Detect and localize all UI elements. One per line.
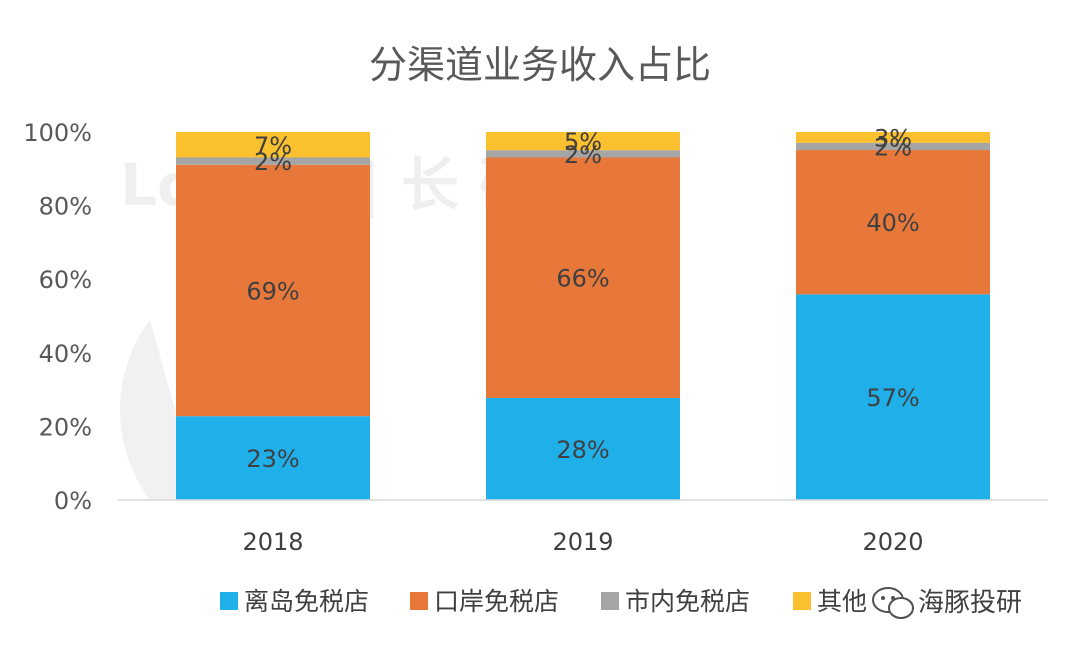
legend-label: 口岸免税店 <box>434 587 559 616</box>
bars: 23%69%2%7%28%66%2%5%57%40%2%3% <box>176 124 990 500</box>
y-axis: 0% 20% 40% 60% 80% 100% <box>23 119 92 515</box>
legend-swatch <box>793 592 811 610</box>
y-tick-label: 0% <box>54 487 92 515</box>
y-tick-label: 80% <box>39 193 92 221</box>
data-label: 3% <box>874 124 912 152</box>
data-label: 69% <box>246 277 299 305</box>
data-label: 66% <box>556 265 609 293</box>
data-label: 2% <box>874 133 912 161</box>
data-label: 7% <box>254 132 292 160</box>
data-label: 28% <box>556 436 609 464</box>
brand-name: 海豚投研 <box>918 588 1022 618</box>
wechat-icon <box>872 587 914 619</box>
bar-segment <box>796 142 990 151</box>
bar-segment <box>486 157 680 398</box>
legend-label: 离岛免税店 <box>244 587 369 616</box>
x-axis: 2018 2019 2020 <box>242 528 923 556</box>
data-label: 57% <box>866 384 919 412</box>
legend-swatch <box>410 592 428 610</box>
data-label: 2% <box>254 148 292 176</box>
bar-segment <box>486 397 680 500</box>
bar-segment <box>796 294 990 500</box>
bar-segment <box>796 132 990 143</box>
bar-segment <box>486 132 680 151</box>
y-tick-label: 60% <box>39 266 92 294</box>
y-tick-label: 20% <box>39 413 92 441</box>
legend-label: 市内免税店 <box>625 587 750 616</box>
y-tick-label: 100% <box>23 119 92 147</box>
bar-segment <box>796 150 990 295</box>
bar-segment <box>176 157 370 165</box>
legend-swatch <box>601 592 619 610</box>
bar-segment <box>176 416 370 500</box>
data-label: 40% <box>866 209 919 237</box>
data-label: 23% <box>246 445 299 473</box>
x-tick-label: 2018 <box>242 528 303 556</box>
y-tick-label: 40% <box>39 340 92 368</box>
x-tick-label: 2020 <box>862 528 923 556</box>
bar-segment <box>176 132 370 158</box>
legend-swatch <box>220 592 238 610</box>
bar-segment <box>486 150 680 158</box>
legend-label: 其他 <box>817 587 867 616</box>
chart-title: 分渠道业务收入占比 <box>369 43 711 87</box>
data-label: 2% <box>564 141 602 169</box>
brand-badge: 海豚投研 <box>872 587 1022 619</box>
x-tick-label: 2019 <box>552 528 613 556</box>
bar-segment <box>176 164 370 417</box>
data-label: 5% <box>564 128 602 156</box>
legend: 离岛免税店 口岸免税店 市内免税店 其他 <box>220 587 867 616</box>
